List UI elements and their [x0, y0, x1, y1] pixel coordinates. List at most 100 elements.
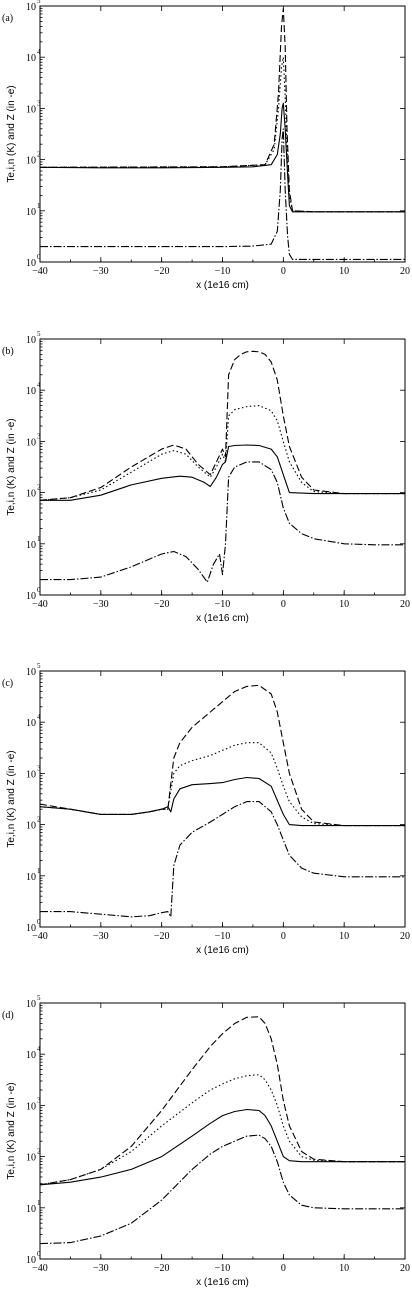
x-tick-label: 0 — [281, 1263, 286, 1274]
chart-panel-3: −40 −30 −20 −10 0 10 20100101102103104105(d)x … — [2, 994, 410, 1288]
y-tick-exponent: 0 — [37, 586, 41, 594]
x-tick-label: 10 — [339, 1263, 349, 1274]
series-line-solid — [39, 776, 405, 827]
x-tick-label: −20 — [154, 1263, 170, 1274]
series-line-dotted — [39, 405, 405, 501]
y-tick-label: 10 — [26, 53, 36, 64]
y-tick-label: 10 — [26, 104, 36, 115]
x-tick-label: −40 — [32, 599, 48, 610]
series-line-dotted — [39, 56, 405, 213]
y-tick-exponent: 1 — [37, 535, 41, 543]
y-tick-exponent: 3 — [37, 99, 41, 107]
x-tick-label: −40 — [32, 931, 48, 942]
y-tick-label: 10 — [26, 999, 36, 1010]
x-tick-label: −30 — [93, 931, 109, 942]
y-tick-exponent: 4 — [37, 1045, 41, 1053]
y-tick-label: 10 — [26, 1050, 36, 1061]
panel-label: (a) — [2, 13, 13, 24]
y-tick-exponent: 5 — [37, 994, 41, 1002]
plot-frame — [39, 670, 406, 928]
series-line-dashdot — [40, 801, 405, 918]
y-tick-label: 10 — [26, 1204, 36, 1215]
y-tick-label: 10 — [26, 437, 36, 448]
y-tick-label: 10 — [26, 1255, 36, 1266]
plot-frame — [39, 5, 406, 263]
y-tick-label: 10 — [26, 872, 36, 883]
y-tick-exponent: 0 — [37, 253, 41, 261]
y-axis-label: Te,i,n (K) and Z (in -e) — [6, 1082, 17, 1179]
y-tick-exponent: 4 — [37, 713, 41, 721]
y-tick-exponent: 0 — [37, 918, 41, 926]
series-line-dashed — [39, 8, 405, 213]
x-axis-label: x (1e16 cm) — [196, 613, 249, 624]
x-tick-label: 10 — [339, 266, 349, 277]
y-tick-exponent: 2 — [37, 816, 41, 824]
panel-label: (d) — [2, 1010, 14, 1021]
x-tick-label: 10 — [339, 931, 349, 942]
y-tick-label: 10 — [26, 386, 36, 397]
y-tick-label: 10 — [26, 207, 36, 218]
y-tick-exponent: 2 — [37, 151, 41, 159]
y-tick-label: 10 — [26, 335, 36, 346]
y-tick-exponent: 2 — [37, 484, 41, 492]
x-axis-label: x (1e16 cm) — [196, 280, 249, 291]
chart-panel-0: −40 −30 −20 −10 0 10 20100101102103104105(a)x … — [2, 0, 410, 291]
y-tick-label: 10 — [26, 156, 36, 167]
chart-panel-2: −40 −30 −20 −10 0 10 20100101102103104105(c)x … — [2, 662, 410, 956]
x-tick-label: −40 — [32, 266, 48, 277]
series-line-dashed — [39, 350, 405, 501]
series-line-solid — [39, 102, 405, 213]
x-tick-label: −30 — [93, 266, 109, 277]
x-tick-label: −40 — [32, 1263, 48, 1274]
y-tick-label: 10 — [26, 1153, 36, 1164]
series-line-dashdot — [40, 461, 405, 583]
y-tick-label: 10 — [26, 1101, 36, 1112]
y-tick-exponent: 1 — [37, 1199, 41, 1207]
series-line-dotted — [39, 1074, 405, 1186]
series-line-solid — [39, 1108, 405, 1186]
plot-frame — [39, 338, 406, 596]
y-tick-label: 10 — [26, 769, 36, 780]
y-tick-exponent: 1 — [37, 867, 41, 875]
y-tick-label: 10 — [26, 2, 36, 13]
x-tick-label: −10 — [215, 931, 231, 942]
x-tick-label: −10 — [215, 599, 231, 610]
x-tick-label: 20 — [400, 266, 410, 277]
y-tick-exponent: 1 — [37, 202, 41, 210]
y-tick-label: 10 — [26, 821, 36, 832]
x-tick-label: 20 — [400, 1263, 410, 1274]
x-tick-label: −20 — [154, 266, 170, 277]
series-line-dashdot — [39, 1134, 405, 1245]
y-tick-label: 10 — [26, 258, 36, 269]
x-tick-label: 0 — [281, 266, 286, 277]
y-tick-label: 10 — [26, 591, 36, 602]
chart-panel-1: −40 −30 −20 −10 0 10 20100101102103104105(b)x … — [2, 330, 410, 624]
series-line-dashdot — [40, 128, 405, 260]
y-tick-label: 10 — [26, 923, 36, 934]
panel-label: (b) — [2, 346, 14, 357]
y-axis-label: Te,i,n (K) and Z (in -e) — [6, 418, 17, 515]
y-tick-label: 10 — [26, 718, 36, 729]
x-tick-label: −30 — [93, 599, 109, 610]
y-tick-exponent: 3 — [37, 432, 41, 440]
y-tick-exponent: 3 — [37, 1096, 41, 1104]
series-line-dashed — [39, 1016, 405, 1186]
x-tick-label: 0 — [281, 931, 286, 942]
y-tick-exponent: 5 — [37, 330, 41, 338]
x-tick-label: −10 — [215, 1263, 231, 1274]
y-tick-label: 10 — [26, 489, 36, 500]
x-tick-label: −20 — [154, 931, 170, 942]
y-tick-exponent: 0 — [37, 1250, 41, 1258]
x-tick-label: −10 — [215, 266, 231, 277]
y-tick-label: 10 — [26, 540, 36, 551]
plot-frame — [39, 1002, 406, 1260]
y-tick-exponent: 5 — [37, 662, 41, 670]
x-tick-label: 20 — [400, 931, 410, 942]
x-tick-label: 10 — [339, 599, 349, 610]
panel-label: (c) — [2, 678, 13, 689]
y-tick-exponent: 2 — [37, 1148, 41, 1156]
x-axis-label: x (1e16 cm) — [196, 1277, 249, 1288]
x-tick-label: 20 — [400, 599, 410, 610]
x-tick-label: 0 — [281, 599, 286, 610]
